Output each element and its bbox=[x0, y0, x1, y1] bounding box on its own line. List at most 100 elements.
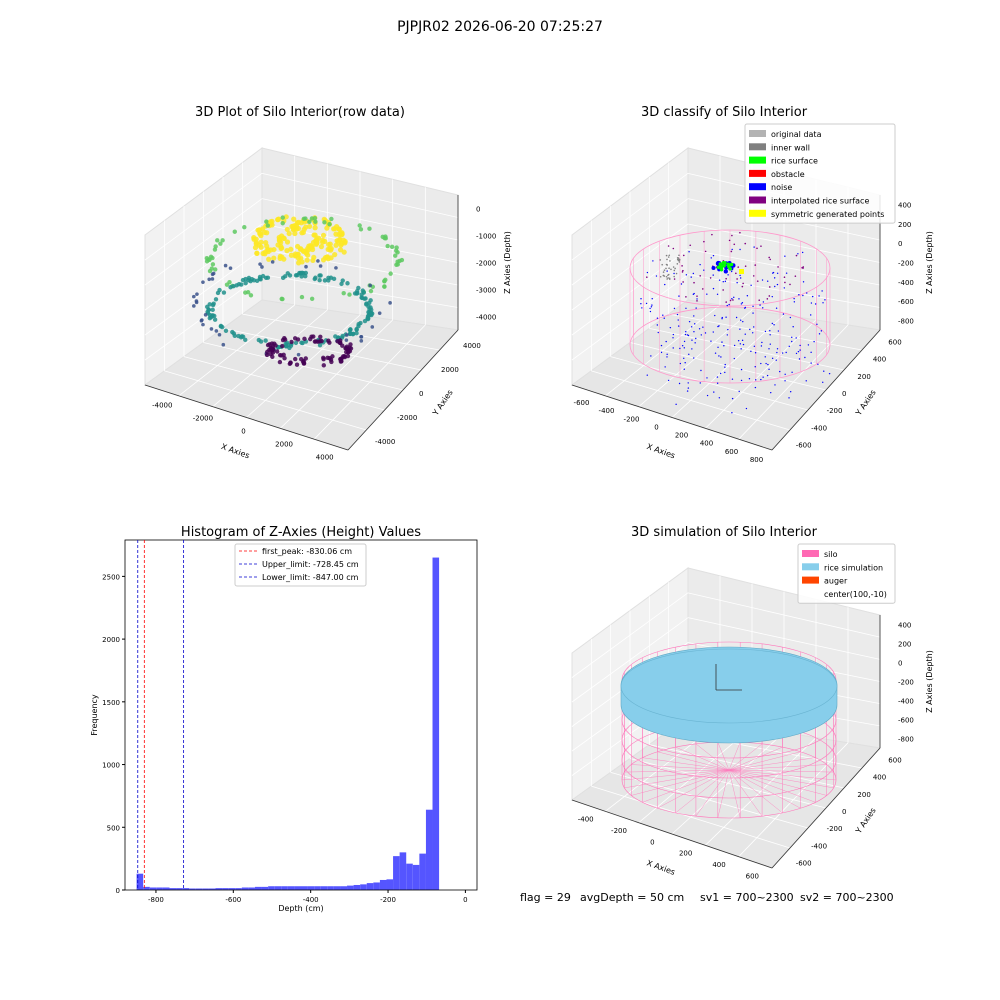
noise-point bbox=[723, 345, 725, 347]
noise-point bbox=[761, 279, 764, 281]
noise-point bbox=[657, 331, 659, 334]
data-point bbox=[249, 276, 255, 282]
noise-point bbox=[649, 307, 651, 310]
inner-wall-point bbox=[673, 269, 676, 272]
interpolated-point bbox=[739, 231, 741, 234]
histogram-bar bbox=[393, 856, 400, 890]
noise-point bbox=[688, 353, 690, 356]
data-point bbox=[276, 216, 282, 222]
data-point bbox=[333, 242, 339, 248]
noise-point bbox=[683, 357, 685, 359]
data-point bbox=[300, 229, 306, 236]
y-tick-label: 2500 bbox=[102, 573, 120, 581]
noise-point bbox=[753, 345, 756, 348]
noise-point bbox=[797, 350, 800, 353]
noise-point bbox=[726, 304, 728, 307]
noise-point bbox=[650, 355, 652, 357]
noise-point bbox=[784, 380, 786, 382]
noise-point bbox=[691, 339, 693, 341]
data-point bbox=[299, 340, 304, 345]
data-point bbox=[333, 334, 338, 339]
sv1-text: sv1 = 700~2300 bbox=[700, 891, 794, 904]
silo-floor-spoke bbox=[728, 769, 763, 817]
x-tick-label: 800 bbox=[750, 456, 763, 464]
data-point bbox=[282, 356, 287, 361]
data-point bbox=[228, 266, 233, 270]
noise-point bbox=[744, 306, 747, 309]
noise-point bbox=[764, 356, 766, 358]
data-point bbox=[358, 227, 364, 232]
legend-swatch bbox=[749, 169, 766, 177]
data-point bbox=[221, 290, 227, 295]
data-point bbox=[258, 244, 264, 250]
interpolated-point bbox=[693, 281, 695, 284]
silo-floor-spoke bbox=[675, 746, 730, 771]
silo-floor-spoke bbox=[728, 769, 827, 796]
x-axis-label: X Axies bbox=[220, 442, 251, 461]
noise-point bbox=[817, 363, 819, 366]
interpolated-point bbox=[704, 250, 707, 253]
histogram-bar bbox=[353, 884, 361, 890]
legend-label: Upper_limit: -728.45 cm bbox=[262, 560, 359, 569]
interpolated-point bbox=[646, 276, 648, 278]
x-axis-line bbox=[571, 799, 773, 869]
data-point bbox=[362, 318, 368, 324]
silo-floor-spoke bbox=[728, 769, 783, 814]
histogram-bar bbox=[333, 886, 341, 890]
noise-point bbox=[739, 277, 742, 279]
data-point bbox=[296, 352, 301, 357]
noise-point bbox=[693, 331, 695, 333]
data-point bbox=[304, 264, 308, 269]
interpolated-point bbox=[784, 281, 786, 284]
noise-point bbox=[771, 322, 774, 325]
panel-classify-3d: 3D classify of Silo Interior -600 -400 -20… bbox=[570, 105, 934, 464]
silo-floor-spoke bbox=[728, 769, 816, 803]
data-point bbox=[322, 278, 328, 283]
x-tick-label: 0 bbox=[650, 838, 654, 846]
data-point bbox=[312, 225, 318, 231]
data-point bbox=[201, 322, 205, 327]
noise-point bbox=[739, 328, 741, 330]
noise-point bbox=[672, 337, 674, 339]
noise-point bbox=[660, 351, 663, 354]
silo-floor-spoke bbox=[631, 764, 730, 771]
data-point bbox=[318, 244, 325, 250]
noise-point bbox=[679, 347, 681, 350]
noise-point bbox=[738, 390, 740, 393]
noise-point bbox=[713, 391, 715, 393]
data-point bbox=[393, 253, 398, 258]
noise-point bbox=[672, 347, 674, 349]
x-axis-label: X Axies bbox=[645, 442, 676, 461]
noise-point bbox=[699, 382, 701, 384]
noise-point bbox=[731, 412, 733, 414]
data-point bbox=[214, 329, 219, 333]
noise-point bbox=[740, 379, 743, 382]
data-point bbox=[367, 307, 372, 312]
noise-point bbox=[718, 279, 721, 281]
data-point bbox=[303, 270, 309, 276]
noise-point bbox=[813, 340, 815, 343]
noise-point bbox=[804, 356, 806, 359]
data-point bbox=[281, 235, 287, 241]
noise-point bbox=[776, 283, 779, 286]
z-tick-label: -200 bbox=[898, 679, 914, 687]
data-point bbox=[368, 283, 373, 288]
noise-point bbox=[710, 257, 712, 259]
noise-point bbox=[685, 307, 687, 309]
noise-point bbox=[738, 298, 740, 300]
data-point bbox=[227, 279, 232, 285]
histogram-bar bbox=[379, 879, 387, 890]
data-point bbox=[388, 271, 393, 276]
noise-point bbox=[801, 251, 804, 254]
noise-point bbox=[741, 339, 744, 342]
data-point bbox=[243, 290, 248, 295]
noise-point bbox=[745, 407, 748, 410]
noise-point bbox=[695, 337, 697, 340]
noise-point bbox=[748, 378, 751, 380]
noise-point bbox=[688, 251, 690, 253]
interpolated-point bbox=[744, 242, 747, 245]
y-tick-label: 200 bbox=[857, 373, 870, 381]
data-point bbox=[332, 252, 338, 258]
noise-point bbox=[690, 276, 692, 278]
noise-point bbox=[691, 348, 693, 350]
